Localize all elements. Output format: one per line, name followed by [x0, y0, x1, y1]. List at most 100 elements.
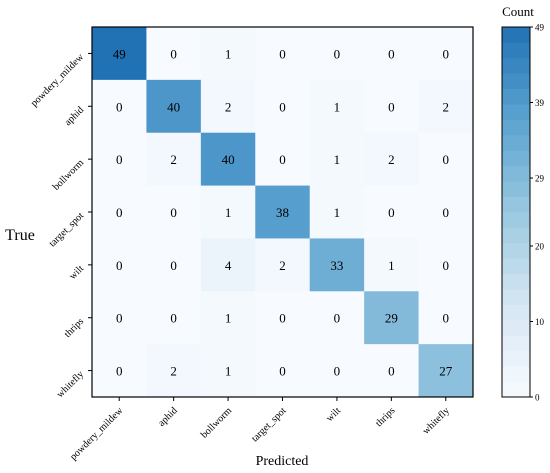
heatmap-cell	[200, 238, 256, 292]
cell-value: 1	[225, 311, 232, 326]
heatmap-cell	[418, 238, 474, 292]
heatmap-cell	[418, 344, 474, 398]
colorbar-band	[502, 57, 530, 74]
heatmap-cell	[418, 132, 474, 187]
cell-value: 0	[443, 258, 450, 273]
heatmap-cell	[200, 27, 256, 81]
heatmap-cell	[255, 238, 311, 292]
heatmap-cell	[364, 291, 420, 345]
heatmap-cell	[200, 132, 256, 187]
colorbar-band	[502, 88, 530, 105]
colorbar-bands	[501, 26, 531, 398]
cell-value: 33	[330, 258, 343, 273]
cell-value: 1	[334, 152, 341, 167]
heatmap-cell	[364, 79, 420, 134]
heatmap-cell	[364, 238, 420, 292]
cell-value: 0	[443, 46, 450, 61]
heatmap-cell	[146, 291, 202, 345]
heatmap-cell	[92, 291, 147, 345]
cell-value: 29	[385, 311, 398, 326]
x-tick-label: aphid	[156, 405, 179, 428]
cell-value: 0	[170, 46, 177, 61]
cell-value: 0	[279, 364, 286, 379]
cell-value: 0	[334, 311, 341, 326]
cell-value: 0	[443, 311, 450, 326]
heatmap-cell	[146, 344, 202, 398]
colorbar-band	[502, 196, 530, 213]
heatmap-cell	[418, 27, 474, 81]
cell-value: 1	[225, 46, 232, 61]
heatmap-cell	[255, 27, 311, 81]
cell-value: 1	[388, 258, 395, 273]
cell-value: 2	[279, 258, 286, 273]
cell-value: 0	[170, 205, 177, 220]
colorbar-band	[502, 73, 530, 89]
colorbar-band	[502, 273, 530, 290]
colorbar-band	[502, 289, 530, 305]
colorbar-band	[502, 212, 530, 228]
colorbar-band	[502, 227, 530, 244]
colorbar-band	[502, 42, 530, 59]
colorbar-tick-label: 10	[535, 317, 545, 327]
heatmap-cell	[255, 79, 311, 134]
x-tick-label: powdery_mildew	[68, 405, 126, 463]
cell-value: 0	[443, 152, 450, 167]
heatmap-cell	[309, 185, 365, 239]
heatmap-cell	[92, 344, 147, 398]
cell-value: 0	[443, 205, 450, 220]
x-tick-label: wilt	[324, 405, 343, 424]
cell-value: 4	[225, 258, 232, 273]
heatmap-cell	[92, 27, 147, 81]
x-axis-label: Predicted	[256, 454, 309, 469]
x-tick-label: whitefly	[421, 405, 452, 436]
colorbar-tick-label: 0	[535, 393, 540, 403]
cell-value: 2	[170, 364, 177, 379]
heatmap-cell	[364, 344, 420, 398]
cell-value: 0	[116, 258, 123, 273]
colorbar-tick-label: 49	[535, 23, 545, 33]
heatmap-cell	[200, 185, 256, 239]
cell-value: 0	[388, 364, 395, 379]
colorbar-band	[502, 181, 530, 197]
cell-value: 0	[388, 99, 395, 114]
cell-value: 40	[222, 152, 235, 167]
cell-value: 40	[167, 99, 180, 114]
colorbar-tick-label: 39	[535, 98, 545, 108]
heatmap-cell	[255, 132, 311, 187]
cell-value: 0	[279, 99, 286, 114]
colorbar-band	[502, 104, 530, 120]
heatmap-cell	[255, 344, 311, 398]
colorbar-tick-label: 20	[535, 241, 545, 251]
heatmap-cell	[200, 344, 256, 398]
heatmap-cell	[146, 132, 202, 187]
cell-value: 0	[388, 205, 395, 220]
y-tick-label: aphid	[63, 105, 86, 128]
colorbar-band	[502, 134, 530, 151]
cell-value: 0	[388, 46, 395, 61]
cell-value: 38	[276, 205, 289, 220]
x-tick-labels: powdery_mildew aphid bollworm target_spot wi…	[68, 397, 452, 463]
heatmap-cells	[92, 27, 474, 398]
cell-value: 0	[170, 311, 177, 326]
colorbar-ticks: 0 10 20 29 39 49	[530, 23, 545, 403]
colorbar-band	[502, 350, 530, 367]
heatmap-cell	[418, 291, 474, 345]
cell-value: 2	[388, 152, 395, 167]
colorbar-band	[502, 335, 530, 352]
heatmap-cell	[146, 27, 202, 81]
x-tick-label: target_spot	[250, 405, 289, 444]
heatmap-cell	[146, 185, 202, 239]
heatmap-cell	[92, 238, 147, 292]
heatmap-cell	[146, 79, 202, 134]
cell-value: 0	[279, 46, 286, 61]
y-tick-label: wilt	[67, 263, 86, 282]
heatmap-cell	[309, 344, 365, 398]
cell-value: 1	[225, 364, 232, 379]
colorbar-band	[502, 258, 530, 274]
colorbar-band	[502, 304, 530, 321]
colorbar-band	[502, 150, 530, 167]
heatmap-cell	[309, 291, 365, 345]
heatmap-cell	[255, 185, 311, 239]
y-tick-label: powdery_mildew	[29, 51, 87, 109]
